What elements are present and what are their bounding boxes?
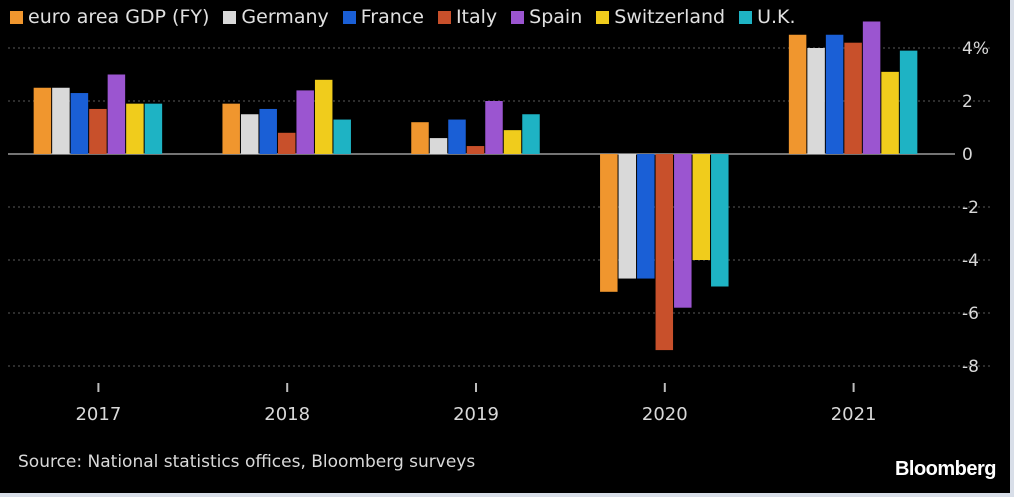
x-tick-label: 2021 [831, 404, 877, 425]
bar [144, 103, 163, 154]
bar [333, 119, 351, 154]
bar [692, 154, 711, 260]
legend-swatch [342, 10, 356, 24]
legend-item: Switzerland [596, 6, 725, 28]
legend-label: Switzerland [614, 6, 726, 28]
bar [52, 87, 70, 154]
x-tick-label: 2018 [264, 404, 310, 425]
y-tick-label: -6 [962, 304, 979, 324]
legend-label: U.K. [757, 6, 796, 28]
y-tick-label: 2 [962, 92, 973, 112]
legend-swatch [596, 10, 610, 24]
bar [881, 71, 899, 154]
bloomberg-logo: Bloomberg [894, 458, 997, 480]
bar [411, 122, 429, 154]
bar [522, 114, 540, 154]
x-tick-label: 2019 [453, 404, 499, 425]
bar [711, 154, 729, 287]
legend-label: Italy [455, 6, 498, 28]
legend-swatch [511, 10, 525, 24]
legend-item: France [342, 6, 424, 28]
bar [825, 34, 844, 154]
x-tick-label: 2017 [75, 404, 121, 425]
bar [674, 154, 692, 308]
chart-legend: euro area GDP (FY) Germany France Italy Spai… [10, 6, 796, 28]
bar [277, 132, 296, 154]
legend-item: Germany [223, 6, 329, 28]
legend-item: euro area GDP (FY) [10, 6, 209, 28]
bar [600, 154, 618, 292]
bar [126, 103, 144, 154]
bar [70, 93, 89, 154]
bar [240, 114, 259, 154]
legend-swatch [223, 10, 237, 24]
bar [862, 21, 881, 154]
x-tick-label: 2020 [642, 404, 688, 425]
bar [33, 87, 52, 154]
bar [618, 154, 637, 279]
bar [503, 130, 522, 154]
y-tick-label: -8 [962, 357, 979, 377]
bar [637, 154, 655, 279]
bar [429, 138, 448, 154]
bar [314, 79, 333, 154]
y-tick-label: 4% [962, 39, 989, 59]
bar [655, 154, 674, 351]
legend-label: euro area GDP (FY) [28, 6, 210, 28]
bar [448, 119, 466, 154]
source-note: Source: National statistics offices, Blo… [18, 452, 476, 472]
legend-item: U.K. [739, 6, 796, 28]
bar [466, 146, 485, 154]
bar [222, 103, 240, 154]
legend-label: France [360, 6, 424, 28]
y-tick-label: -2 [962, 198, 979, 218]
bar [807, 48, 825, 154]
legend-item: Spain [511, 6, 582, 28]
y-tick-label: -4 [962, 251, 979, 271]
bar [259, 108, 277, 154]
bar [788, 34, 807, 154]
bar [107, 74, 126, 154]
legend-label: Spain [529, 6, 583, 28]
legend-swatch [10, 10, 23, 24]
bar [899, 50, 918, 154]
bar [296, 90, 314, 154]
legend-label: Germany [241, 6, 329, 28]
bar [485, 101, 503, 154]
legend-item: Italy [437, 6, 498, 28]
bar [89, 108, 107, 154]
y-tick-label: 0 [962, 145, 973, 165]
legend-swatch [437, 10, 451, 24]
bar [844, 42, 862, 155]
legend-swatch [739, 10, 753, 24]
